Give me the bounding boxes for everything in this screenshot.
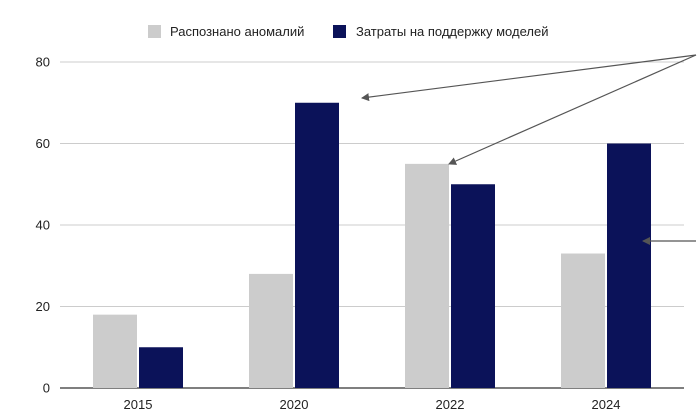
- y-tick-label: 80: [36, 55, 50, 70]
- bar-anomalies-2020: [249, 273, 293, 388]
- annotation-arrow-2022: [448, 54, 697, 165]
- legend: Распознано аномалий Затраты на поддержку…: [148, 24, 548, 39]
- y-tick-label: 60: [36, 136, 50, 151]
- y-tick-label: 20: [36, 299, 50, 314]
- bar-anomalies-2024: [561, 253, 605, 388]
- annotation-arrow-2020: [361, 54, 697, 102]
- y-axis-ticks: 0 20 40 60 80: [36, 55, 50, 396]
- bar-costs-2020: [295, 102, 339, 388]
- x-tick-label: 2022: [436, 397, 465, 412]
- x-tick-label: 2015: [124, 397, 153, 412]
- legend-label-anomalies: Распознано аномалий: [170, 24, 304, 39]
- bar-costs-2015: [139, 347, 183, 388]
- x-tick-label: 2020: [280, 397, 309, 412]
- y-tick-label: 40: [36, 218, 50, 233]
- bar-anomalies-2015: [93, 314, 137, 388]
- y-tick-label: 0: [43, 381, 50, 396]
- legend-swatch-costs: [333, 25, 346, 38]
- bar-costs-2022: [451, 184, 495, 388]
- legend-label-costs: Затраты на поддержку моделей: [356, 24, 548, 39]
- annotation-arrows: [361, 54, 697, 245]
- legend-swatch-anomalies: [148, 25, 161, 38]
- bar-costs-2024: [607, 143, 651, 388]
- bar-anomalies-2022: [405, 163, 449, 388]
- x-tick-label: 2024: [592, 397, 621, 412]
- x-axis-ticks: 2015 2020 2022 2024: [124, 397, 621, 412]
- bars: [93, 102, 651, 388]
